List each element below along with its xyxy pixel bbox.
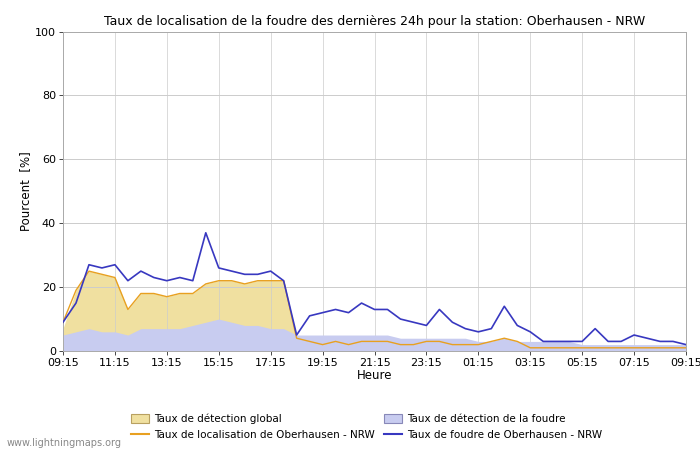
X-axis label: Heure: Heure <box>357 369 392 382</box>
Text: www.lightningmaps.org: www.lightningmaps.org <box>7 438 122 448</box>
Legend: Taux de détection global, Taux de localisation de Oberhausen - NRW, Taux de déte: Taux de détection global, Taux de locali… <box>130 414 603 440</box>
Title: Taux de localisation de la foudre des dernières 24h pour la station: Oberhausen : Taux de localisation de la foudre des de… <box>104 14 645 27</box>
Y-axis label: Pourcent  [%]: Pourcent [%] <box>20 151 32 231</box>
